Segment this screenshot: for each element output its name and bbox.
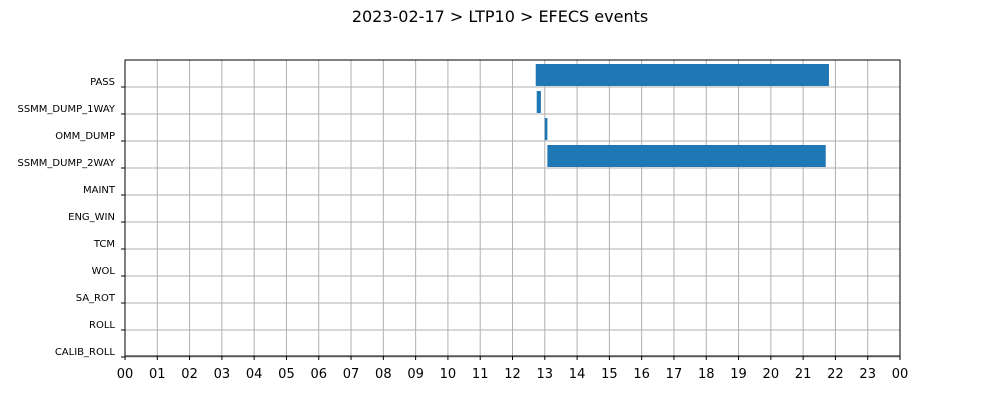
x-tick-label: 00 (117, 367, 134, 382)
x-tick-label: 14 (569, 367, 586, 382)
y-tick-label: WOL (92, 266, 116, 277)
y-axis-ticks: PASS SSMM_DUMP_1WAY OMM_DUMP SSMM_DUMP_2WAY… (17, 77, 125, 358)
y-tick-label: SA_ROT (76, 293, 116, 304)
grid-lines (124, 60, 901, 358)
y-tick-label: SSMM_DUMP_2WAY (17, 158, 115, 169)
x-tick-label: 12 (504, 367, 521, 382)
x-tick-label: 04 (246, 367, 263, 382)
x-tick-label: 21 (795, 367, 812, 382)
x-tick-label: 02 (181, 367, 198, 382)
event-bar-ssmm-dump-2way (547, 145, 826, 167)
event-bar-omm-dump (544, 118, 548, 140)
x-tick-label: 11 (472, 367, 489, 382)
x-tick-label: 08 (375, 367, 392, 382)
x-tick-label: 13 (537, 367, 554, 382)
x-tick-label: 06 (310, 367, 327, 382)
x-tick-label: 20 (763, 367, 780, 382)
y-tick-label: MAINT (83, 185, 116, 196)
y-tick-label: ROLL (89, 320, 115, 331)
x-tick-label: 10 (440, 367, 457, 382)
y-tick-label: ENG_WIN (68, 212, 115, 223)
x-tick-label: 07 (343, 367, 360, 382)
x-tick-label: 05 (278, 367, 295, 382)
y-tick-label: TCM (93, 239, 115, 250)
chart-title: 2023-02-17 > LTP10 > EFECS events (352, 7, 648, 26)
y-tick-label: SSMM_DUMP_1WAY (17, 104, 115, 115)
x-tick-label: 17 (666, 367, 683, 382)
x-tick-label: 00 (892, 367, 909, 382)
x-tick-label: 16 (633, 367, 650, 382)
x-tick-label: 18 (698, 367, 715, 382)
x-tick-label: 23 (859, 367, 876, 382)
event-bars (535, 64, 829, 167)
x-tick-label: 19 (730, 367, 747, 382)
event-bar-pass (535, 64, 829, 86)
x-tick-label: 03 (214, 367, 231, 382)
y-tick-label: CALIB_ROLL (55, 347, 116, 358)
y-tick-label: PASS (90, 77, 115, 88)
event-bar-ssmm-dump-1way (536, 91, 541, 113)
x-axis-ticks: 00 01 02 03 04 05 06 07 08 09 10 11 12 13 14 15 16 17 18 19… (117, 356, 909, 382)
y-tick-label: OMM_DUMP (55, 131, 115, 142)
x-tick-label: 01 (149, 367, 166, 382)
x-tick-label: 09 (407, 367, 424, 382)
x-tick-label: 15 (601, 367, 618, 382)
x-tick-label: 22 (827, 367, 844, 382)
